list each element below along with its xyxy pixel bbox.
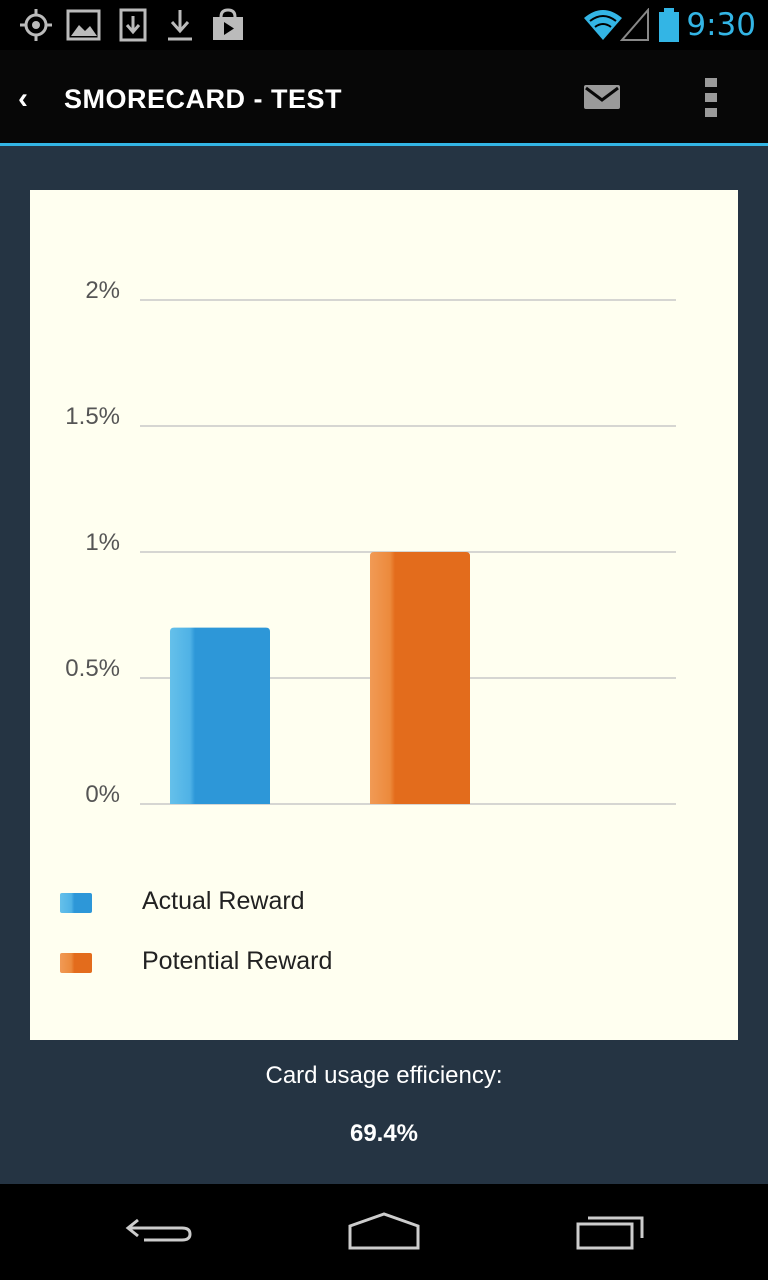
download-icon [168, 10, 192, 41]
sd-download-icon [119, 8, 147, 42]
back-button[interactable] [124, 1210, 196, 1252]
y-tick-label: 2% [85, 277, 120, 304]
back-chevron-icon[interactable]: ‹ [18, 82, 28, 115]
mail-icon[interactable] [583, 84, 621, 110]
legend-swatch-actual [60, 893, 92, 913]
y-tick-label: 1% [85, 529, 120, 556]
action-bar-divider [0, 143, 768, 146]
y-tick-label: 0% [85, 781, 120, 808]
bar-potential-reward [370, 552, 470, 804]
y-tick-label: 0.5% [65, 655, 120, 682]
signal-icon [620, 8, 649, 41]
reward-bar-chart: 0% 0.5% 1% 1.5% 2% [65, 277, 676, 808]
bar-actual-reward [170, 627, 270, 804]
clock-time: 9:30 [686, 7, 756, 43]
legend-label-potential: Potential Reward [142, 947, 333, 975]
home-button[interactable] [346, 1210, 422, 1252]
gallery-icon [66, 9, 101, 41]
overflow-menu-icon[interactable] [705, 78, 717, 123]
page-title: SMORECARD - TEST [64, 84, 342, 114]
efficiency-label: Card usage efficiency: [265, 1062, 503, 1089]
recents-button[interactable] [574, 1210, 646, 1252]
legend-label-actual: Actual Reward [142, 887, 305, 915]
chart-card: 0% 0.5% 1% 1.5% 2% Actual Reward Potential R… [30, 190, 738, 1040]
y-tick-label: 1.5% [65, 403, 120, 430]
wifi-icon [584, 10, 622, 40]
play-store-icon [213, 8, 243, 40]
battery-icon [659, 8, 679, 42]
navigation-bar [0, 1184, 768, 1280]
gps-icon [20, 9, 52, 41]
legend-swatch-potential [60, 953, 92, 973]
status-bar: 9:30 [0, 0, 768, 50]
efficiency-value: 69.4% [349, 1120, 419, 1147]
action-bar: ‹ SMORECARD - TEST [0, 50, 768, 143]
main-content: 0% 0.5% 1% 1.5% 2% Actual Reward Potential R… [0, 146, 768, 1184]
